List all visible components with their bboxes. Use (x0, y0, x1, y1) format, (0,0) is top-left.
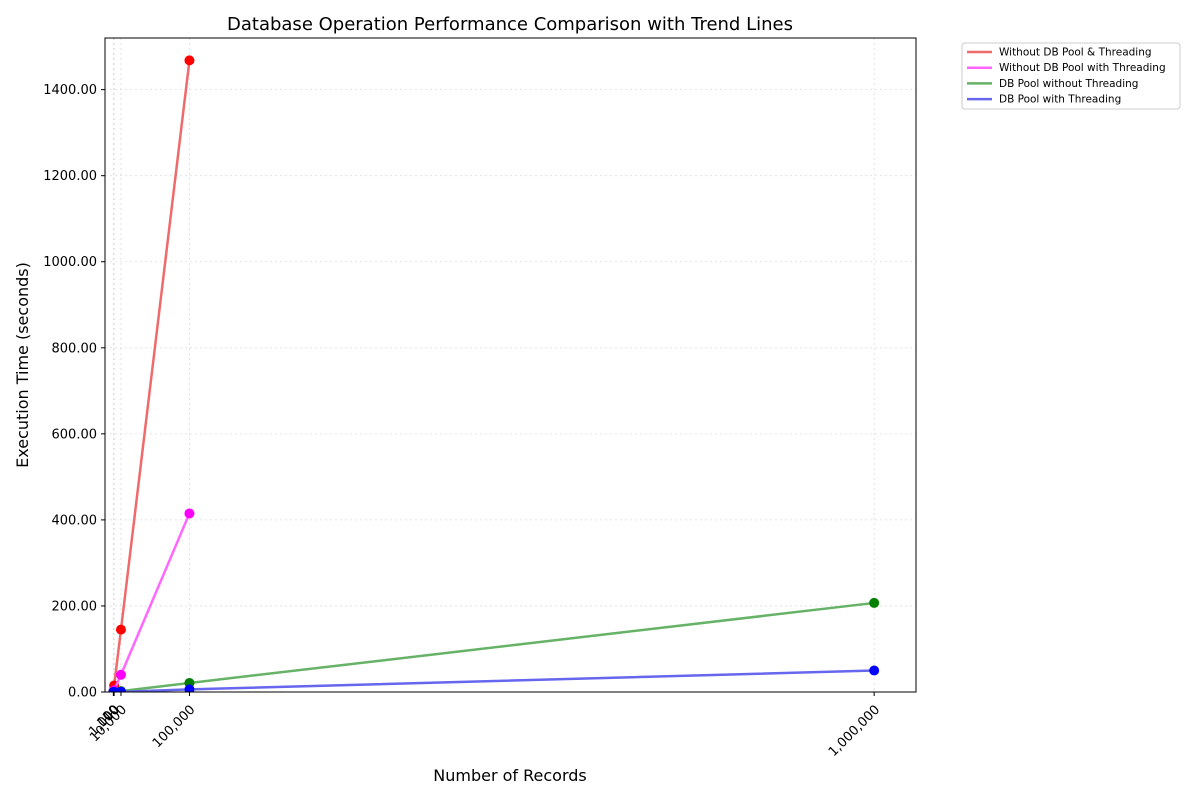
y-tick-label: 400.00 (52, 513, 98, 528)
x-axis-label: Number of Records (433, 766, 586, 785)
data-point (115, 669, 126, 680)
data-point (184, 684, 195, 692)
data-point (115, 686, 126, 692)
legend-box (961, 42, 1181, 110)
legend-label: DB Pool with Threading (999, 94, 1121, 106)
legend: Without DB Pool & Threading Without DB Po… (961, 42, 1181, 110)
legend-label: Without DB Pool & Threading (999, 47, 1152, 59)
chart-title: Database Operation Performance Compariso… (227, 14, 793, 35)
data-point (869, 665, 880, 676)
y-tick-label: 800.00 (52, 341, 98, 356)
y-tick-label: 1200.00 (43, 169, 97, 184)
y-tick-label: 600.00 (52, 427, 98, 442)
y-tick-label: 0.00 (68, 686, 97, 701)
data-point (115, 624, 126, 635)
legend-label: DB Pool without Threading (999, 78, 1138, 90)
y-axis: 0.00 200.00 400.00 600.00 800.00 1000.00 1200.… (43, 83, 105, 701)
legend-label: Without DB Pool with Threading (999, 62, 1166, 74)
y-tick-label: 200.00 (52, 599, 98, 614)
data-point (869, 597, 880, 608)
grid-lines (105, 38, 916, 693)
data-point (184, 55, 195, 66)
y-tick-label: 1400.00 (43, 83, 97, 98)
plot-frame (104, 37, 917, 693)
y-tick-label: 1000.00 (43, 255, 97, 270)
y-axis-label: Execution Time (seconds) (13, 262, 32, 468)
data-point (184, 508, 195, 519)
